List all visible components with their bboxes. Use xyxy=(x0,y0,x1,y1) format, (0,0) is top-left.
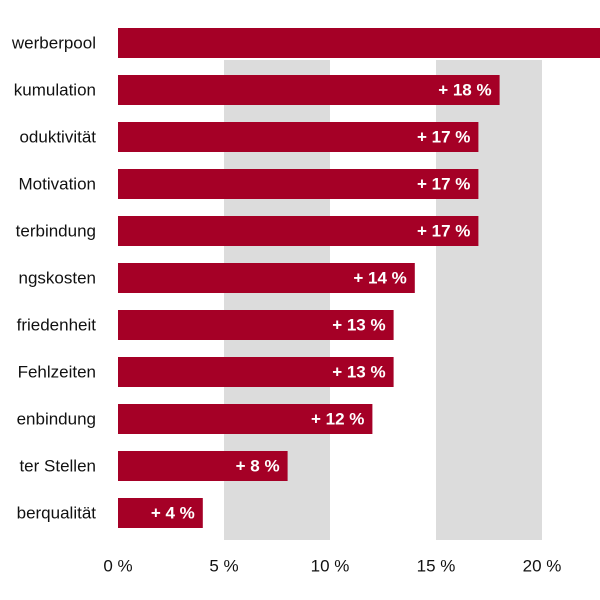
data-label: + 17 % xyxy=(417,222,470,241)
x-tick-label: 15 % xyxy=(417,557,456,576)
category-label: enbindung xyxy=(17,410,96,429)
category-label: Fehlzeiten xyxy=(18,363,96,382)
x-tick-label: 5 % xyxy=(209,557,238,576)
category-label: berqualität xyxy=(17,504,97,523)
data-label: + 4 % xyxy=(151,504,195,523)
data-label: + 18 % xyxy=(438,81,491,100)
category-label: Motivation xyxy=(19,175,96,194)
x-axis-tick-labels: 0 % 5 % 10 % 15 % 20 % xyxy=(103,557,561,576)
bars xyxy=(118,28,600,528)
bar xyxy=(118,357,394,387)
category-label: werberpool xyxy=(11,34,96,53)
bar xyxy=(118,310,394,340)
category-labels: werberpool kumulation oduktivität Motivatio… xyxy=(11,34,96,523)
data-label: + 14 % xyxy=(353,269,406,288)
x-tick-label: 10 % xyxy=(311,557,350,576)
category-label: ngskosten xyxy=(19,269,97,288)
data-labels: + 18 % + 17 % + 17 % + 17 % + 14 % + 13 % + 13… xyxy=(151,81,492,523)
data-label: + 13 % xyxy=(332,363,385,382)
bar xyxy=(118,216,479,246)
category-label: oduktivität xyxy=(19,128,96,147)
bar xyxy=(118,498,203,528)
bar xyxy=(118,28,600,58)
bar xyxy=(118,263,415,293)
bar xyxy=(118,75,500,105)
bar xyxy=(118,404,373,434)
data-label: + 13 % xyxy=(332,316,385,335)
data-label: + 8 % xyxy=(236,457,280,476)
x-tick-label: 20 % xyxy=(523,557,562,576)
category-label: friedenheit xyxy=(17,316,97,335)
data-label: + 12 % xyxy=(311,410,364,429)
x-tick-label: 0 % xyxy=(103,557,132,576)
category-label: kumulation xyxy=(14,81,96,100)
category-label: ter Stellen xyxy=(19,457,96,476)
category-label: terbindung xyxy=(16,222,96,241)
data-label: + 17 % xyxy=(417,175,470,194)
bar xyxy=(118,122,479,152)
bar xyxy=(118,451,288,481)
bar xyxy=(118,169,479,199)
data-label: + 17 % xyxy=(417,128,470,147)
